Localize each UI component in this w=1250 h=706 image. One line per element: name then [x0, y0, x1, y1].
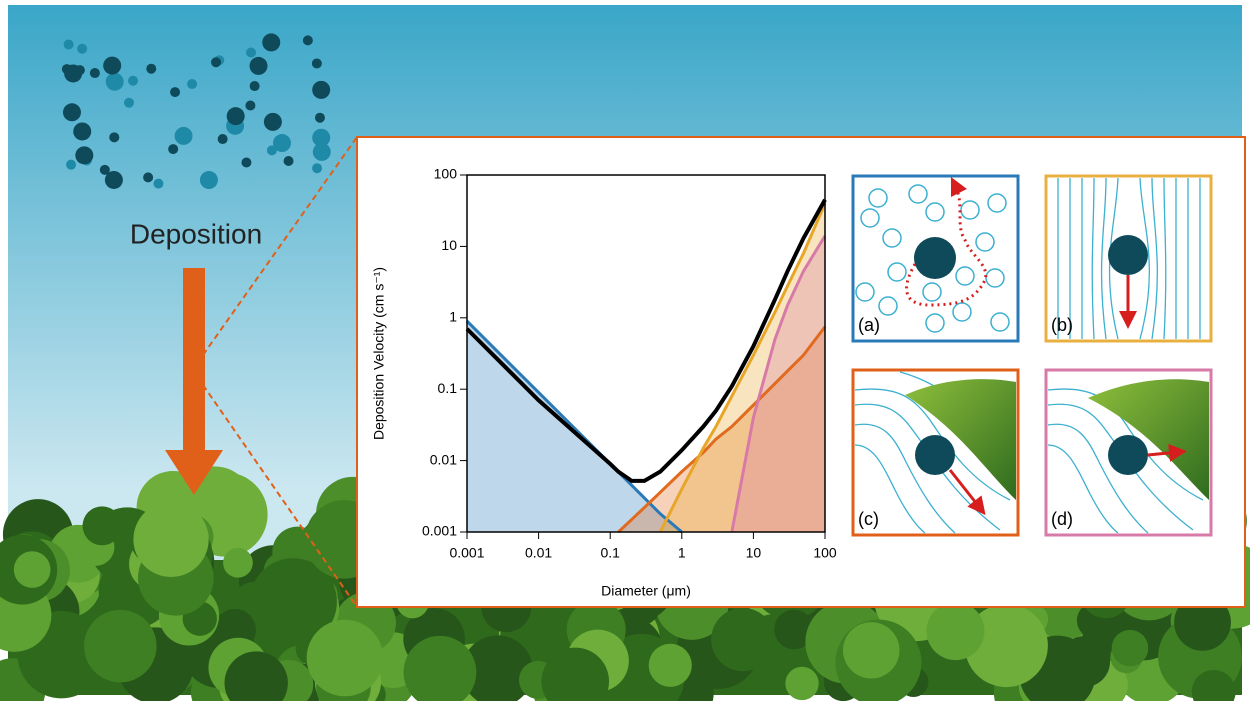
- aerosol: [63, 103, 81, 121]
- aerosol: [77, 44, 87, 54]
- aerosol: [312, 163, 322, 173]
- heading: Deposition: [130, 218, 262, 249]
- aerosol: [146, 64, 156, 74]
- aerosol: [168, 144, 178, 154]
- panel-a: (a): [853, 176, 1018, 341]
- aerosol: [315, 113, 325, 123]
- x-tick-label: 100: [813, 545, 837, 561]
- panel-c: (c): [853, 370, 1018, 535]
- aerosol: [109, 132, 119, 142]
- foliage: [14, 551, 51, 588]
- aerosol: [227, 107, 245, 125]
- foliage: [1112, 630, 1149, 667]
- y-tick-label: 0.01: [430, 451, 457, 467]
- panel-d: (d): [1046, 370, 1211, 535]
- panel-b: (b): [1046, 176, 1211, 341]
- aerosol: [187, 79, 197, 89]
- x-tick-label: 10: [746, 545, 762, 561]
- y-axis-label: Deposition Velocity (cm s⁻¹): [371, 267, 387, 440]
- panel-label: (d): [1051, 509, 1073, 529]
- foliage: [926, 602, 984, 660]
- x-tick-label: 0.01: [525, 545, 552, 561]
- foliage: [843, 622, 899, 678]
- y-tick-label: 100: [434, 166, 458, 182]
- aerosol: [66, 160, 76, 170]
- foliage: [711, 608, 774, 671]
- aerosol: [106, 73, 124, 91]
- aerosol: [250, 57, 268, 75]
- aerosol: [250, 81, 260, 91]
- particle: [1108, 435, 1148, 475]
- aerosol: [175, 127, 193, 145]
- panel-label: (a): [858, 315, 880, 335]
- particle: [914, 237, 956, 279]
- aerosol: [211, 57, 221, 67]
- foliage: [649, 644, 692, 687]
- page: {"heading": "Deposition", "panels": ["(a…: [0, 0, 1250, 701]
- y-tick-label: 10: [441, 237, 457, 253]
- foliage: [84, 610, 157, 683]
- aerosol: [246, 47, 256, 57]
- foliage: [133, 502, 208, 577]
- panel-label: (c): [858, 509, 879, 529]
- arrow-shaft: [183, 268, 205, 453]
- aerosol: [73, 122, 91, 140]
- scene: Deposition 0.001 0.01 0.1 1 10 100 0.001 0.01 0.…: [0, 0, 1250, 701]
- aerosol: [218, 134, 228, 144]
- aerosol: [105, 171, 123, 189]
- foliage: [83, 506, 122, 545]
- aerosol: [170, 87, 180, 97]
- foliage: [307, 620, 384, 697]
- particle: [915, 435, 955, 475]
- y-tick-label: 1: [449, 309, 457, 325]
- x-tick-label: 0.1: [600, 545, 620, 561]
- x-tick-label: 0.001: [449, 545, 484, 561]
- aerosol: [103, 57, 121, 75]
- aerosol: [64, 64, 82, 82]
- x-tick-label: 1: [678, 545, 686, 561]
- x-axis-label: Diameter (μm): [601, 583, 691, 599]
- y-tick-label: 0.1: [438, 380, 458, 396]
- aerosol: [124, 98, 134, 108]
- aerosol: [312, 58, 322, 68]
- aerosol: [313, 143, 331, 161]
- particle: [1108, 235, 1148, 275]
- aerosol: [264, 113, 282, 131]
- aerosol: [200, 171, 218, 189]
- aerosol: [241, 157, 251, 167]
- aerosol: [64, 39, 74, 49]
- foliage: [785, 667, 818, 700]
- aerosol: [143, 172, 153, 182]
- aerosol: [303, 35, 313, 45]
- aerosol: [284, 156, 294, 166]
- aerosol: [245, 101, 255, 111]
- panel-label: (b): [1051, 315, 1073, 335]
- y-tick-label: 0.001: [422, 523, 457, 539]
- aerosol: [312, 81, 330, 99]
- aerosol: [153, 179, 163, 189]
- foliage: [223, 548, 253, 578]
- aerosol: [128, 76, 138, 86]
- aerosol: [262, 33, 280, 51]
- aerosol: [90, 68, 100, 78]
- aerosol: [273, 134, 291, 152]
- aerosol: [75, 146, 93, 164]
